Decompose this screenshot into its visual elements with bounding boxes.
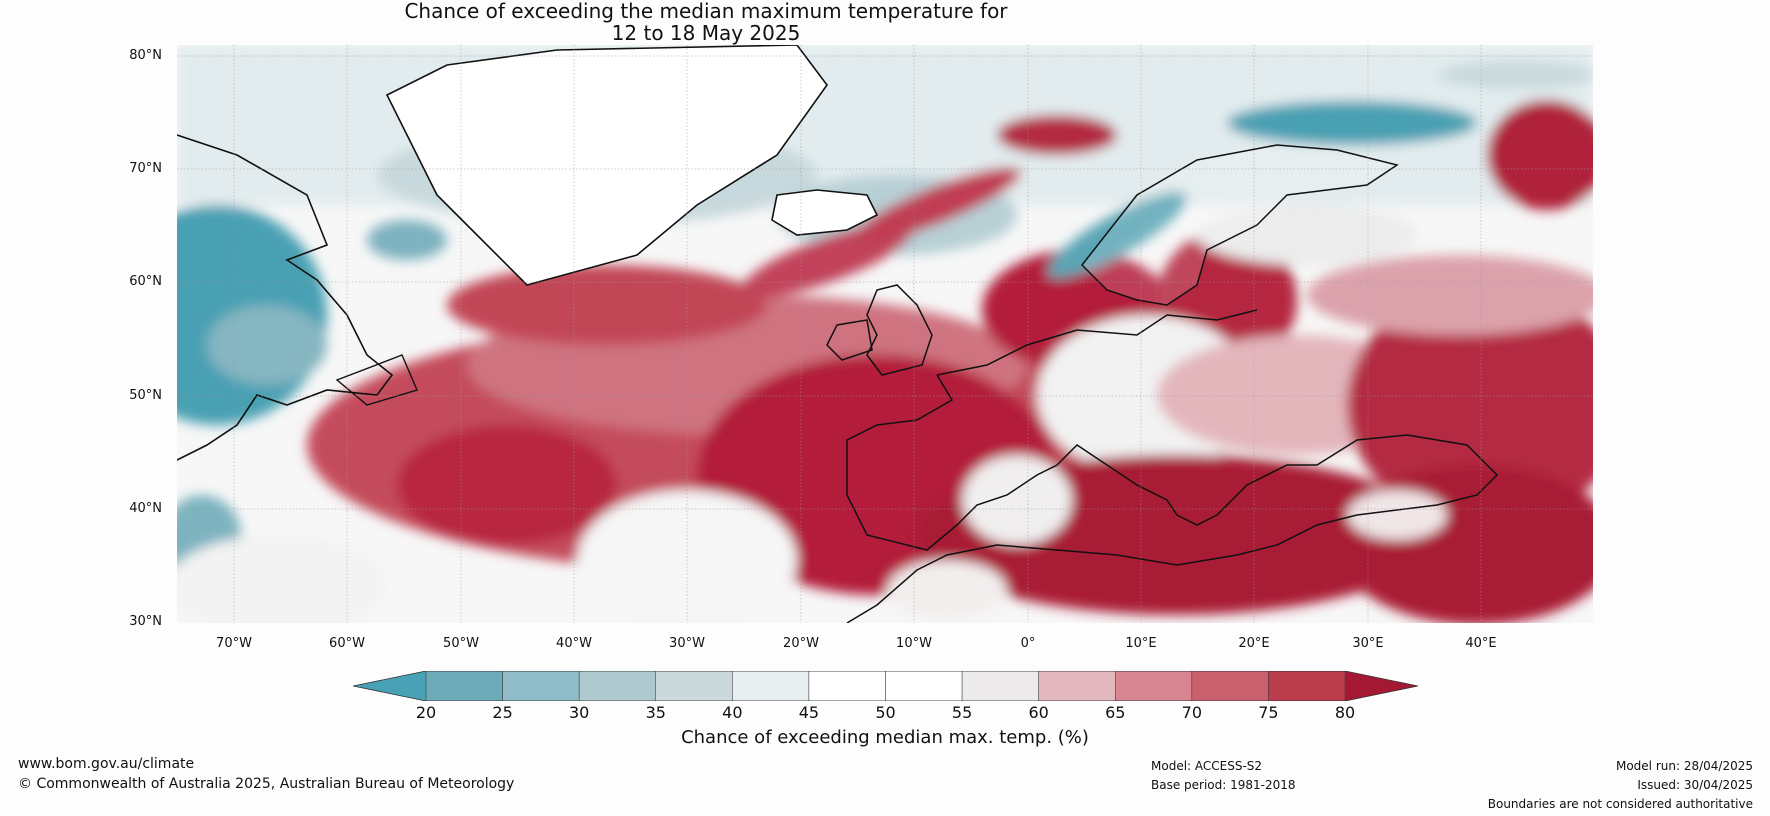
lat-label-60n: 60°N (129, 274, 162, 289)
footer-model-info: Model: ACCESS-S2 Base period: 1981-2018 (1151, 757, 1296, 795)
colorbar-tick-label: 75 (1258, 703, 1279, 722)
colorbar-tick-label: 25 (492, 703, 513, 722)
greenland (385, 45, 828, 286)
colorbar-tick-label: 30 (568, 703, 590, 722)
lon-label-30w: 30°W (669, 636, 705, 651)
website-link[interactable]: www.bom.gov.au/climate (18, 756, 195, 772)
colorbar-tick-label: 55 (951, 703, 973, 722)
lon-label-40e: 40°E (1465, 636, 1497, 651)
colorbar-band (1115, 671, 1193, 701)
lat-label-80n: 80°N (129, 48, 162, 63)
newfoundland (335, 354, 418, 406)
colorbar-tick-label: 80 (1334, 703, 1356, 722)
lon-label-60w: 60°W (329, 636, 365, 651)
colorbar-band (885, 671, 963, 701)
graticule (177, 45, 1593, 623)
colorbar-band (425, 671, 503, 701)
colorbar-tick-label: 70 (1181, 703, 1202, 722)
lon-label-0: 0° (1020, 636, 1036, 651)
base-period: Base period: 1981-2018 (1151, 778, 1296, 792)
colorbar-band (502, 671, 580, 701)
lat-label-30n: 30°N (129, 614, 162, 629)
colorbar (353, 671, 1418, 701)
lat-label-50n: 50°N (129, 388, 162, 403)
probability-field (177, 45, 1593, 623)
colorbar-tick-label: 45 (798, 703, 820, 722)
colorbar-band (732, 671, 810, 701)
lon-label-20e: 20°E (1238, 636, 1270, 651)
mediterranean-coast (846, 374, 1499, 623)
lon-label-10e: 10°E (1125, 636, 1157, 651)
chart-title: Chance of exceeding the median maximum t… (0, 0, 1412, 44)
colorbar-extend-high (1345, 671, 1418, 701)
colorbar-tick-label: 40 (722, 703, 743, 722)
footer-left: www.bom.gov.au/climate © Commonwealth of… (18, 754, 514, 794)
colorbar-band (961, 671, 1039, 701)
colorbar-band (1038, 671, 1116, 701)
colorbar-band (1268, 671, 1346, 701)
iceland (771, 189, 879, 236)
colorbar-extend-low (353, 671, 426, 701)
colorbar-tick-label: 35 (645, 703, 666, 722)
north-america-coast (177, 134, 394, 461)
copyright-text: © Commonwealth of Australia 2025, Austra… (18, 776, 515, 792)
lat-label-40n: 40°N (129, 501, 162, 516)
map-area (177, 45, 1593, 623)
lon-label-40w: 40°W (556, 636, 592, 651)
lon-label-30e: 30°E (1352, 636, 1384, 651)
colorbar-tick-label: 60 (1028, 703, 1049, 722)
colorbar-band (578, 671, 657, 701)
colorbar-title: Chance of exceeding median max. temp. (%… (681, 727, 1089, 748)
map-canvas (177, 45, 1593, 623)
lon-label-70w: 70°W (216, 636, 252, 651)
title-line-2: 12 to 18 May 2025 (611, 21, 801, 45)
colorbar-tick-label: 20 (415, 703, 437, 722)
boundaries-disclaimer: Boundaries are not considered authoritat… (1487, 797, 1753, 811)
title-line-1: Chance of exceeding the median maximum t… (404, 0, 1008, 23)
lon-label-20w: 20°W (783, 636, 819, 651)
lon-label-10w: 10°W (896, 636, 932, 651)
colorbar-tick-label: 65 (1105, 703, 1126, 722)
scandinavia (1080, 144, 1399, 306)
lon-label-50w: 50°W (443, 636, 479, 651)
footer-run-info: Model run: 28/04/2025 Issued: 30/04/2025… (1488, 757, 1753, 814)
ireland (826, 319, 873, 361)
colorbar-band (655, 671, 733, 701)
great-britain (866, 284, 933, 376)
model-run-date: Model run: 28/04/2025 (1615, 759, 1753, 773)
north-europe-coast (936, 309, 1258, 376)
colorbar-band (1191, 671, 1269, 701)
issued-date: Issued: 30/04/2025 (1637, 778, 1753, 792)
colorbar-band (808, 671, 886, 701)
model-name: Model: ACCESS-S2 (1151, 759, 1263, 773)
colorbar-tick-label: 50 (875, 703, 896, 722)
lat-label-70n: 70°N (129, 161, 162, 176)
